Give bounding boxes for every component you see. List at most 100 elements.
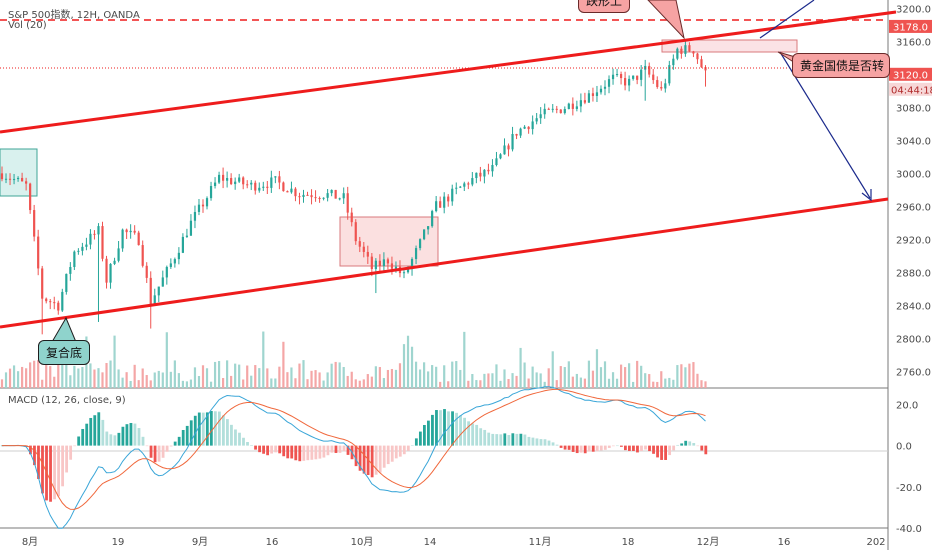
candle-body [539,114,542,119]
candle-body [410,259,414,270]
price-tick-label: 3200.0 [896,4,931,15]
candle-body [205,198,209,207]
candle-body [599,88,603,93]
volume-bar [33,360,36,388]
volume-bar [684,367,687,388]
macd-histogram-bar [483,429,487,446]
macd-histogram-bar [254,445,257,450]
volume-bar [246,365,249,388]
candle-body [459,186,462,188]
macd-histogram-bar [69,445,73,460]
candle-body [16,177,20,180]
macd-histogram-bar [274,445,278,453]
macd-histogram-bar [519,433,523,446]
price-tick-label: 2920.0 [896,235,931,246]
volume-bar [619,364,623,388]
candle-body [628,78,631,86]
candle-body [270,177,273,188]
macd-histogram-bar [121,426,125,446]
candle-body [507,145,510,150]
candle-body [29,183,32,211]
candle-body [53,302,56,304]
candle-body [185,235,189,237]
candle-body [563,109,566,114]
candle-body [427,226,430,230]
pattern-box-left [0,148,38,197]
macd-histogram-bar [197,412,201,446]
candle-body [278,176,281,183]
macd-histogram-bar [61,445,64,487]
candle-body [696,53,699,60]
volume-bar [342,366,345,388]
macd-histogram-bar [65,445,69,473]
time-tick-label: 10月 [351,536,374,548]
macd-histogram-bar [258,445,261,453]
macd-histogram-bar [431,414,434,446]
candle-body [435,201,438,212]
macd-histogram-bar [704,445,708,455]
candle-body [479,172,482,177]
macd-histogram-bar [555,444,559,446]
volume-bar [499,380,502,388]
volume-bar [278,366,281,388]
volume-bar [12,365,16,388]
volume-bar [640,365,643,388]
volume-bar [230,375,233,388]
macd-histogram-bar [185,425,189,446]
macd-histogram-bar [559,445,563,448]
price-tick-label: 2800.0 [896,334,931,345]
macd-histogram-bar [390,445,394,462]
channel-lower-line[interactable] [0,197,889,329]
volume-bar [201,365,205,388]
symbol-legend[interactable]: S&P 500指数, 12H, OANDA [8,10,140,21]
volume-bar [141,368,144,388]
volume-bar [652,381,655,388]
candle-body [274,176,277,178]
volume-bar [696,373,699,388]
candle-body [491,165,494,172]
callout-top[interactable]: 跌形上 [578,0,631,13]
macd-histogram-bar [222,415,225,446]
callout-right[interactable]: 黄金国债是否转 [792,53,890,78]
candle-body [700,59,703,68]
candle-body [189,220,193,236]
candle-body [591,93,595,96]
macd-histogram-bar [157,445,161,462]
macd-legend[interactable]: MACD (12, 26, close, 9) [8,395,126,406]
callout-bottom[interactable]: 复合底 [38,340,91,365]
candle-body [382,259,385,266]
candle-body [145,265,148,278]
candle-body [652,74,655,81]
volume-bar [41,379,44,388]
volume-bar [306,379,309,388]
volume-bar [656,381,659,388]
channel-upper-line[interactable] [0,10,897,134]
callout-pointer-top [647,0,685,40]
volume-bar [185,381,189,388]
volume-legend[interactable]: Vol (20) [8,20,47,31]
volume-bar [539,373,542,388]
projection-arrow-up[interactable] [759,0,815,39]
candle-body [463,183,466,187]
macd-histogram-bar [567,445,571,450]
candle-body [680,48,683,54]
volume-bar [648,374,651,388]
macd-histogram-bar [406,445,410,451]
candle-body [519,128,522,136]
price-tick-label: 3040.0 [896,136,931,147]
volume-bar [583,378,586,388]
macd-histogram-bar [342,445,346,452]
macd-histogram-bar [193,415,197,446]
candle-body [531,121,534,130]
volume-bar [636,360,639,388]
macd-histogram-bar [547,440,551,446]
volume-bar [109,360,112,388]
macd-histogram-bar [615,445,619,447]
volume-bar [418,369,422,388]
volume-bar [282,341,285,388]
macd-histogram-bar [129,422,133,446]
macd-histogram-bar [475,424,479,446]
candle-body [418,239,422,249]
macd-histogram-bar [177,436,181,446]
